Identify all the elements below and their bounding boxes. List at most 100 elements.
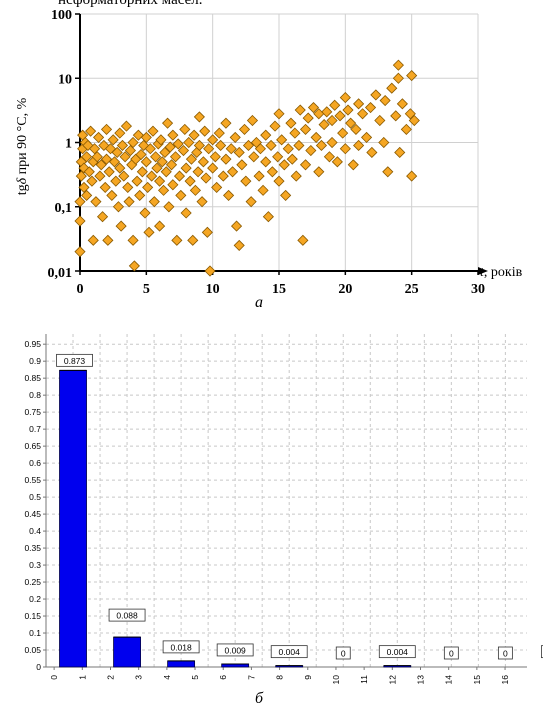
data-point	[347, 159, 359, 171]
data-point	[100, 153, 113, 165]
data-point	[154, 220, 166, 232]
data-point	[294, 104, 306, 116]
data-point	[136, 166, 148, 178]
y-tick-label: 0.25	[24, 577, 41, 587]
x-tick-label: 20	[338, 282, 352, 297]
data-point	[286, 153, 298, 165]
data-label: 0.004	[279, 647, 301, 657]
data-point	[238, 123, 251, 135]
data-point	[326, 136, 338, 149]
x-tick-label: 8	[275, 675, 285, 680]
y-tick-label: 0.35	[24, 543, 41, 553]
data-point	[227, 166, 239, 178]
data-label-box	[541, 645, 543, 659]
y-tick-label: 0.2	[29, 594, 41, 604]
data-point	[179, 123, 191, 135]
data-point	[96, 211, 109, 223]
data-point	[406, 70, 418, 82]
data-label-box	[56, 353, 93, 367]
data-point	[313, 166, 325, 178]
data-point	[321, 106, 333, 118]
x-tick-label: 4	[162, 675, 172, 680]
x-axis-label-rest: , років	[484, 265, 523, 280]
data-point	[135, 148, 147, 161]
data-point	[408, 114, 420, 127]
data-point	[220, 153, 232, 165]
data-label-box	[162, 640, 200, 654]
data-point	[257, 184, 269, 196]
data-point	[106, 189, 118, 202]
data-point	[127, 136, 139, 149]
data-point	[339, 92, 351, 104]
data-point	[248, 151, 260, 163]
data-point	[91, 151, 103, 163]
data-point	[75, 170, 87, 182]
x-tick-label: 9	[303, 675, 313, 680]
data-label: 0	[341, 649, 346, 659]
data-point	[266, 166, 278, 178]
data-point	[357, 108, 369, 120]
data-point	[114, 127, 126, 139]
data-point	[180, 207, 192, 219]
data-label: 0.088	[116, 611, 138, 621]
data-point	[175, 189, 187, 202]
data-point	[379, 94, 391, 107]
data-point	[253, 170, 265, 182]
x-tick-label: 0	[49, 675, 59, 680]
x-tick-label: 14	[444, 675, 454, 685]
data-point	[211, 181, 223, 193]
x-tick-label: 5	[143, 282, 150, 297]
data-point	[236, 159, 248, 171]
data-point	[140, 156, 152, 168]
data-point	[90, 196, 102, 208]
data-point	[111, 146, 123, 159]
data-point	[315, 139, 328, 152]
data-point	[342, 104, 354, 116]
data-point	[177, 144, 190, 157]
data-point	[172, 138, 184, 150]
y-tick-label: 1	[65, 137, 72, 152]
y-tick-label: 0.95	[24, 339, 41, 349]
data-point	[273, 175, 285, 187]
x-tick-label: 15	[272, 282, 286, 297]
data-point	[242, 139, 255, 152]
data-point	[280, 189, 292, 202]
data-point	[220, 117, 232, 129]
data-point	[345, 117, 357, 129]
data-point	[382, 166, 394, 178]
data-point	[310, 131, 322, 143]
data-point	[370, 89, 382, 101]
x-tick-label: 12	[387, 675, 397, 685]
y-axis-label-delta: δ	[15, 177, 30, 184]
y-tick-label: 0.15	[24, 611, 41, 621]
data-point	[123, 196, 135, 208]
data-point	[94, 170, 106, 182]
data-point	[108, 156, 121, 168]
data-point	[209, 151, 221, 163]
data-point	[394, 146, 406, 159]
x-tick-label: 2	[105, 675, 115, 680]
data-point	[127, 234, 139, 246]
data-point	[154, 175, 166, 187]
x-tick-label: 5	[190, 675, 200, 680]
data-point	[386, 82, 398, 94]
data-point	[305, 144, 317, 157]
scatter-chart: 100 10 1 0,1 0,01 0 5 10 15 20 25 30 t, років tgδ при…	[15, 8, 523, 297]
data-point	[158, 184, 170, 196]
data-point	[167, 179, 179, 191]
data-point	[213, 127, 225, 139]
data-point	[102, 234, 114, 246]
data-label: 0.009	[225, 645, 247, 655]
data-point	[143, 226, 155, 238]
header-fragment: нсформаторних масел.	[58, 0, 203, 8]
data-point	[81, 189, 93, 202]
x-tick-label: 11	[359, 675, 369, 684]
data-point	[215, 139, 227, 152]
y-tick-label: 10	[58, 72, 72, 87]
data-point	[132, 129, 144, 141]
data-point	[148, 196, 160, 208]
data-point	[85, 125, 97, 137]
data-point	[323, 151, 335, 163]
data-point	[74, 246, 86, 258]
